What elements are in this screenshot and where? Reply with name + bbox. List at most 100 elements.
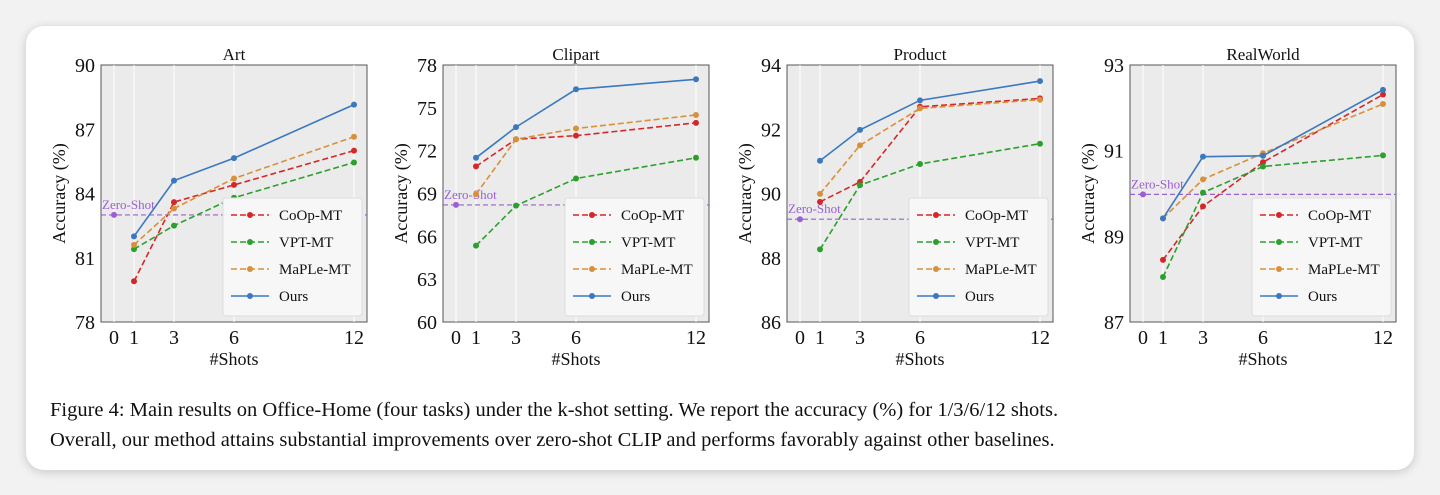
legend-marker — [1276, 239, 1282, 245]
chart-clipart: 0 1 3 6 12 60 63 66 69 72 75 78 Clipart #Shots Accurac… — [391, 45, 710, 369]
legend-label: VPT-MT — [621, 235, 675, 251]
legend-label: CoOp-MT — [965, 208, 1028, 224]
legend — [1251, 197, 1392, 317]
y-tick-label: 72 — [417, 141, 437, 163]
data-point — [917, 97, 923, 104]
data-point — [1380, 86, 1386, 93]
data-point — [351, 133, 357, 140]
x-tick-label: 1 — [471, 327, 481, 349]
data-point — [513, 124, 519, 131]
x-axis-label: #Shots — [551, 349, 600, 369]
data-point — [817, 246, 823, 253]
data-point — [473, 242, 479, 249]
chart-title: Product — [894, 45, 947, 64]
data-point — [1160, 215, 1166, 222]
y-tick-label: 63 — [417, 269, 437, 291]
series-line-ours — [475, 78, 697, 159]
legend-marker — [1276, 293, 1282, 299]
data-point — [131, 241, 137, 248]
data-point — [1037, 78, 1043, 85]
series-line-maple-mt — [475, 114, 697, 195]
series-line-vpt-mt — [819, 142, 1041, 250]
chart-art: 0 1 3 6 12 78 81 84 87 90 Art #Shots Accuracy (%) Zer… — [49, 45, 368, 369]
y-tick-label: 60 — [417, 312, 437, 334]
legend-marker — [933, 212, 939, 218]
legend-marker — [933, 239, 939, 245]
data-point — [131, 233, 137, 240]
y-tick-label: 86 — [761, 312, 781, 334]
data-point — [1380, 91, 1386, 98]
y-axis-label: Accuracy (%) — [49, 143, 70, 243]
data-point — [1200, 189, 1206, 196]
y-tick-label: 78 — [417, 55, 437, 77]
data-point — [693, 154, 699, 161]
series-line-maple-mt — [819, 98, 1041, 195]
data-point — [1200, 203, 1206, 210]
data-point — [231, 175, 237, 182]
x-tick-label: 3 — [1198, 327, 1208, 349]
y-tick-label: 87 — [1104, 312, 1124, 334]
data-point — [513, 136, 519, 143]
zero-shot-point — [1140, 191, 1146, 198]
zero-shot-label: Zero-Shot — [788, 201, 841, 216]
series-line-coop-mt — [133, 149, 355, 282]
data-point — [917, 160, 923, 167]
legend-label: MaPLe-MT — [1308, 262, 1380, 278]
x-tick-label: 12 — [344, 327, 364, 349]
data-point — [1200, 153, 1206, 160]
chart-product: 0 1 3 6 12 86 88 90 92 94 Product #Shots Accuracy (%… — [735, 45, 1054, 369]
x-tick-label: 6 — [571, 327, 581, 349]
x-tick-label: 6 — [1258, 327, 1268, 349]
legend-marker — [1276, 266, 1282, 272]
legend-label: CoOp-MT — [279, 208, 342, 224]
series-line-maple-mt — [1162, 103, 1384, 219]
legend-label: CoOp-MT — [621, 208, 684, 224]
legend-marker — [247, 212, 253, 218]
x-tick-label: 1 — [815, 327, 825, 349]
data-point — [1037, 96, 1043, 103]
x-tick-label: 3 — [169, 327, 179, 349]
data-point — [1380, 100, 1386, 107]
legend — [908, 197, 1049, 317]
data-point — [817, 190, 823, 197]
data-point — [171, 205, 177, 212]
chart-title: Art — [223, 45, 246, 64]
x-tick-label: 3 — [511, 327, 521, 349]
zero-shot-label: Zero-Shot — [444, 187, 497, 202]
series-line-vpt-mt — [1162, 154, 1384, 278]
data-point — [573, 86, 579, 93]
data-point — [1037, 140, 1043, 147]
legend-label: CoOp-MT — [1308, 208, 1371, 224]
data-point — [1200, 176, 1206, 183]
y-tick-label: 94 — [761, 55, 781, 77]
legend-marker — [247, 239, 253, 245]
x-axis-label: #Shots — [895, 349, 944, 369]
legend-marker — [933, 293, 939, 299]
caption-line-2: Overall, our method attains substantial … — [50, 429, 1055, 451]
y-axis-label: Accuracy (%) — [1078, 143, 1099, 243]
data-point — [1260, 159, 1266, 166]
y-tick-label: 81 — [75, 248, 95, 270]
legend-label: MaPLe-MT — [279, 262, 351, 278]
legend-label: Ours — [965, 289, 994, 305]
data-point — [351, 147, 357, 154]
data-point — [473, 154, 479, 161]
legend-label: MaPLe-MT — [965, 262, 1037, 278]
legend — [222, 197, 363, 317]
y-tick-label: 66 — [417, 226, 437, 248]
y-tick-label: 89 — [1104, 226, 1124, 248]
data-point — [857, 182, 863, 189]
y-tick-label: 90 — [761, 184, 781, 206]
data-point — [473, 191, 479, 198]
data-point — [817, 198, 823, 205]
y-tick-label: 92 — [761, 119, 781, 141]
data-point — [131, 246, 137, 253]
y-tick-label: 78 — [75, 312, 95, 334]
series-line-vpt-mt — [133, 161, 355, 250]
data-point — [857, 142, 863, 149]
data-point — [171, 199, 177, 206]
data-point — [171, 222, 177, 229]
x-tick-label: 0 — [1138, 327, 1148, 349]
x-tick-label: 1 — [129, 327, 139, 349]
